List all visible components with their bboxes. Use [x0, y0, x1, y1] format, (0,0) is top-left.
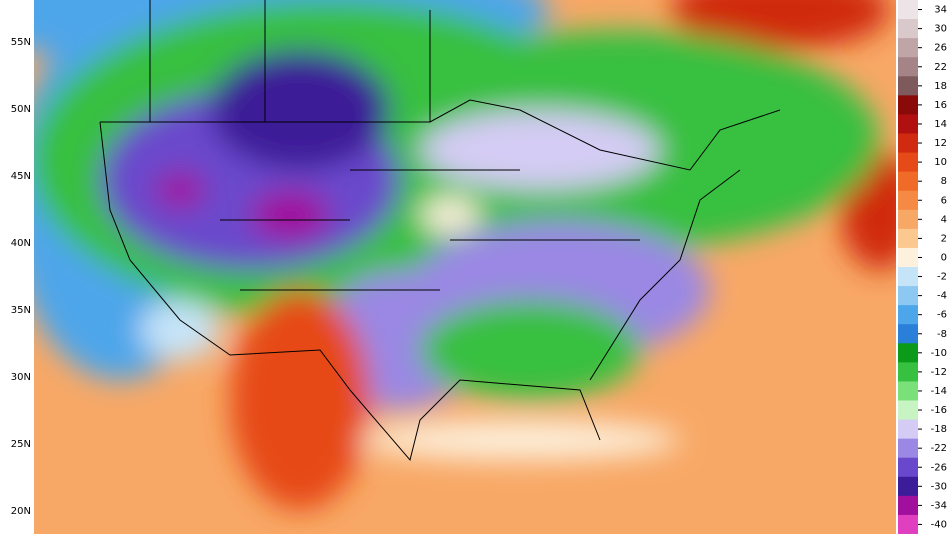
colorbar-swatch [898, 381, 918, 401]
colorbar-label: -12 [931, 367, 947, 378]
colorbar-swatch [898, 267, 918, 287]
colorbar-label: 4 [941, 214, 947, 225]
colorbar-label: 18 [934, 81, 947, 92]
colorbar-swatch [898, 57, 918, 77]
colorbar-label: -14 [931, 386, 947, 397]
colorbar-swatch [898, 152, 918, 173]
colorbar-swatch [898, 514, 918, 535]
colorbar-label: 10 [934, 157, 947, 168]
latitude-label: 35N [11, 305, 31, 316]
colorbar-swatch [898, 286, 918, 306]
colorbar-swatch [898, 209, 918, 230]
colorbar-label: -6 [937, 310, 947, 321]
colorbar-swatch [898, 114, 918, 134]
colorbar-label: 0 [941, 252, 947, 263]
colorbar-swatch [898, 457, 918, 478]
colorbar-label: 26 [934, 43, 947, 54]
colorbar-label: 30 [934, 24, 947, 35]
latitude-label: 30N [11, 372, 31, 383]
colorbar-label: -30 [931, 481, 947, 492]
colorbar-label: 14 [934, 119, 947, 130]
map-field [34, 0, 896, 534]
colorbar-label: -40 [931, 519, 947, 530]
colorbar-label: -2 [937, 272, 947, 283]
colorbar-label: 12 [934, 138, 947, 149]
colorbar-swatch [898, 0, 918, 20]
colorbar-swatch [898, 171, 918, 192]
colorbar-label: 8 [941, 176, 947, 187]
colorbar-swatch [898, 305, 918, 325]
colorbar-label: 6 [941, 195, 947, 206]
latitude-label: 55N [11, 37, 31, 48]
colorbar-swatch [898, 476, 918, 497]
colorbar-label: -22 [931, 443, 947, 454]
colorbar-label: -10 [931, 348, 947, 359]
colorbar-swatch [898, 95, 918, 115]
colorbar-swatch [898, 38, 918, 58]
colorbar-swatch [898, 343, 918, 363]
latitude-label: 50N [11, 104, 31, 115]
colorbar-swatch [898, 247, 918, 268]
colorbar-label: -18 [931, 424, 947, 435]
latitude-labels: 55N 50N 45N 40N 35N 30N 25N 20N [11, 37, 31, 517]
colorbar-swatch [898, 419, 918, 440]
colorbar-label: -8 [937, 329, 947, 340]
colorbar-swatch [898, 362, 918, 382]
colorbar-swatch [898, 324, 918, 344]
latitude-label: 25N [11, 439, 31, 450]
colorbar: 34 30 26 22 18 16 14 12 10 8 6 4 2 0 -2 -4 -6 -8 -10 -12 -14… [898, 0, 947, 535]
colorbar-swatch [898, 76, 918, 96]
colorbar-swatch [898, 438, 918, 459]
latitude-label: 20N [11, 506, 31, 517]
colorbar-swatch [898, 495, 918, 516]
colorbar-swatch [898, 228, 918, 249]
colorbar-label: -34 [931, 500, 947, 511]
colorbar-label: 34 [934, 5, 947, 16]
colorbar-label: -26 [931, 462, 947, 473]
colorbar-swatch [898, 133, 918, 154]
colorbar-label: 2 [941, 233, 947, 244]
colorbar-swatch [898, 19, 918, 39]
borders [99, 0, 781, 462]
colorbar-label: -4 [937, 291, 947, 302]
colorbar-label: 22 [934, 62, 947, 73]
colorbar-label: 16 [934, 100, 947, 111]
latitude-label: 40N [11, 238, 31, 249]
latitude-label: 45N [11, 171, 31, 182]
colorbar-swatch [898, 400, 918, 421]
colorbar-label: -16 [931, 405, 947, 416]
colorbar-swatch [898, 190, 918, 211]
